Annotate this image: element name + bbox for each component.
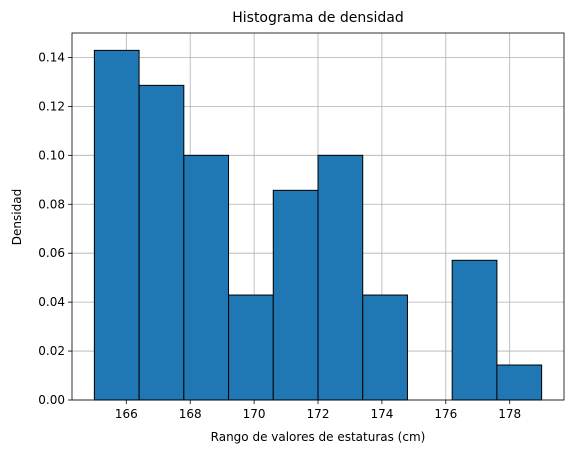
histogram-bar bbox=[496, 364, 543, 401]
y-tick-label: 0.14 bbox=[38, 50, 65, 64]
x-tick-label: 168 bbox=[179, 407, 202, 421]
chart-title: Histograma de densidad bbox=[232, 10, 404, 26]
histogram-bar bbox=[451, 259, 498, 401]
x-tick-label: 174 bbox=[370, 407, 393, 421]
y-axis-title: Densidad bbox=[10, 189, 24, 245]
x-tick-label: 178 bbox=[498, 407, 521, 421]
x-tick-label: 176 bbox=[434, 407, 457, 421]
histogram-bars bbox=[93, 49, 543, 401]
histogram-bar bbox=[317, 154, 364, 401]
histogram-bar bbox=[228, 294, 274, 401]
x-axis-title: Rango de valores de estaturas (cm) bbox=[211, 430, 426, 444]
y-tick-label: 0.12 bbox=[38, 99, 65, 113]
axis-ticks: 166 168 170 172 174 176 178 0.00 0.02 0.04 0.06 0.0… bbox=[38, 50, 521, 421]
x-tick-label: 166 bbox=[115, 407, 138, 421]
x-tick-label: 172 bbox=[307, 407, 330, 421]
histogram-bar bbox=[183, 154, 230, 401]
histogram-bar bbox=[138, 84, 185, 401]
y-tick-label: 0.02 bbox=[38, 344, 65, 358]
x-tick-label: 170 bbox=[243, 407, 266, 421]
y-tick-label: 0.00 bbox=[38, 393, 65, 407]
y-tick-label: 0.08 bbox=[38, 197, 65, 211]
histogram-bar bbox=[93, 49, 140, 401]
y-tick-label: 0.04 bbox=[38, 295, 65, 309]
histogram-bar bbox=[362, 294, 408, 401]
y-tick-label: 0.06 bbox=[38, 246, 65, 260]
histogram-bar bbox=[272, 189, 319, 401]
y-tick-label: 0.10 bbox=[38, 148, 65, 162]
